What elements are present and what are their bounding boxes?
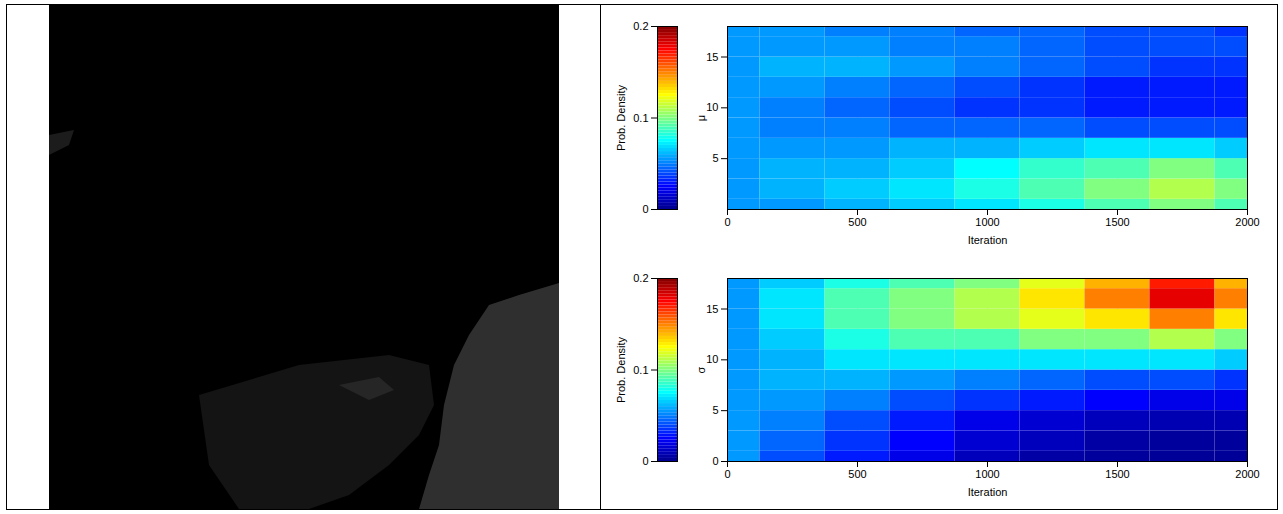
svg-text:0: 0 [724,216,730,228]
svg-text:σ: σ [695,366,707,373]
svg-text:1500: 1500 [1105,468,1129,480]
svg-text:0.2: 0.2 [633,272,648,284]
svg-text:Iteration: Iteration [968,233,1008,245]
svg-text:2000: 2000 [1235,216,1259,228]
svg-text:5: 5 [712,152,718,164]
svg-text:μ: μ [695,114,707,120]
svg-text:1500: 1500 [1105,216,1129,228]
svg-text:2000: 2000 [1235,468,1259,480]
svg-text:Iteration: Iteration [968,485,1008,497]
svg-text:500: 500 [848,216,866,228]
svg-text:5: 5 [712,404,718,416]
svg-text:1000: 1000 [975,468,999,480]
svg-text:0: 0 [724,468,730,480]
svg-text:500: 500 [848,468,866,480]
svg-text:15: 15 [706,50,718,62]
svg-text:10: 10 [706,353,718,365]
svg-text:0: 0 [642,455,648,467]
svg-text:Prob. Density: Prob. Density [615,84,627,151]
svg-text:0: 0 [642,203,648,215]
svg-text:0: 0 [712,455,718,467]
svg-text:10: 10 [706,101,718,113]
svg-text:Prob. Density: Prob. Density [615,336,627,403]
svg-text:15: 15 [706,302,718,314]
svg-text:0.2: 0.2 [633,20,648,32]
svg-text:0.1: 0.1 [633,363,648,375]
svg-text:0.1: 0.1 [633,111,648,123]
svg-text:1000: 1000 [975,216,999,228]
